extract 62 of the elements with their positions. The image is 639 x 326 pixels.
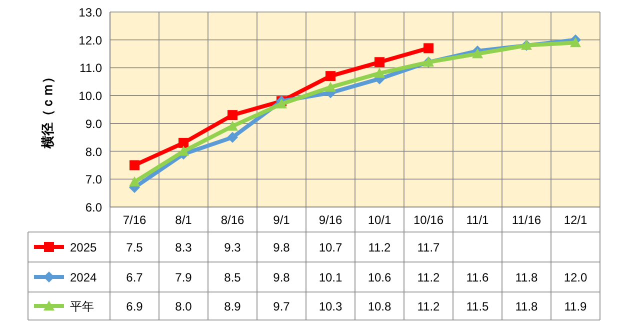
point [325,82,336,92]
data-label: 10.7 [318,240,342,254]
x-tick-label: 10/1 [368,213,392,227]
x-tick-label: 9/16 [318,213,342,227]
data-label: 10.6 [368,270,392,284]
data-label: 9.3 [224,240,242,254]
x-tick-label: 10/16 [413,213,444,227]
point [129,176,140,186]
x-tick-label: 8/1 [175,213,192,227]
data-label: 9.7 [273,300,290,314]
data-label: 10.1 [318,270,342,284]
point [570,37,581,48]
data-label: 10.3 [318,300,342,314]
data-label: 6.9 [126,300,144,314]
data-label: 11.5 [466,300,490,314]
data-label: 9.8 [273,240,290,254]
x-tick-label: 11/16 [512,213,542,227]
data-label: 8.9 [224,300,242,314]
data-label: 6.7 [126,270,144,284]
point [228,110,238,120]
data-label: 11.2 [368,240,392,254]
x-tick-label: 12/1 [564,213,588,227]
point [130,160,140,170]
legend-label: 2024 [70,270,98,284]
point [178,138,188,148]
data-label: 12.0 [564,270,588,284]
data-label: 8.3 [175,240,192,254]
y-tick-label: 7.0 [85,172,102,187]
y-tick-label: 11.0 [80,61,102,76]
x-tick-label: 7/16 [122,213,146,227]
data-label: 11.2 [417,270,440,284]
legend-label: 2025 [70,240,98,254]
data-label: 9.8 [273,270,290,284]
point [227,132,238,143]
data-label: 11.6 [466,270,490,284]
legend-label: 平年 [70,300,94,314]
data-label: 8.5 [224,270,242,284]
y-tick-label: 8.0 [85,144,102,159]
y-tick-label: 10.0 [78,89,102,104]
data-label: 11.7 [417,240,440,254]
data-label: 11.9 [564,300,588,314]
x-tick-label: 8/16 [220,213,244,227]
y-tick-label: 6.0 [85,200,102,214]
x-tick-label: 11/1 [466,213,490,227]
point [374,68,385,78]
y-axis-title: 横径（ｃｍ） [40,70,55,150]
data-label: 7.5 [126,240,144,254]
point [374,57,384,68]
y-tick-label: 9.0 [85,116,102,131]
point [326,71,336,82]
point [472,48,483,58]
point [227,120,238,131]
data-label: 7.9 [175,270,192,284]
data-label: 11.8 [515,270,538,284]
x-tick-label: 9/1 [273,213,290,227]
y-tick-label: 12.0 [78,33,102,48]
data-label: 11.8 [515,300,538,314]
y-tick-label: 13.0 [78,6,102,20]
data-label: 8.0 [175,300,192,314]
data-label: 11.2 [417,300,440,314]
point [424,43,434,54]
data-label: 10.8 [368,300,392,314]
